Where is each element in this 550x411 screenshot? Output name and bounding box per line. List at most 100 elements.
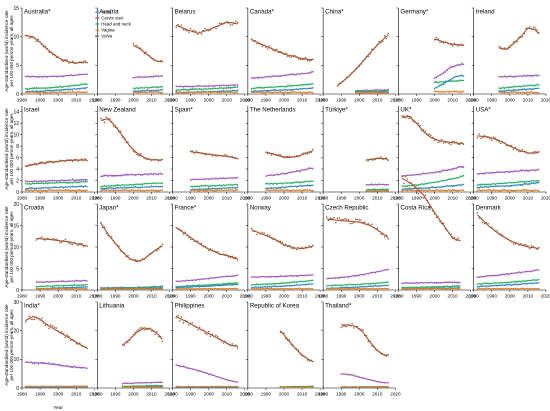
data-point [77, 90, 79, 93]
data-point [500, 282, 502, 284]
data-point [161, 75, 164, 77]
data-point [433, 286, 436, 288]
data-point [259, 233, 262, 235]
data-point [413, 187, 416, 189]
x-tick-label: 1980 [469, 98, 480, 103]
data-point [308, 185, 311, 187]
data-point [453, 285, 456, 287]
data-point [127, 255, 129, 257]
data-point [51, 53, 54, 56]
data-point [254, 284, 256, 286]
data-point [66, 74, 68, 77]
data-point [180, 280, 183, 282]
data-point [433, 282, 436, 284]
x-tick-label: 2000 [53, 294, 64, 299]
data-point [437, 286, 439, 289]
data-point [413, 184, 416, 186]
data-point [141, 91, 144, 93]
data-point [295, 170, 298, 172]
data-point [77, 284, 79, 287]
data-point [189, 189, 192, 192]
data-point [489, 138, 491, 140]
data-point [421, 288, 423, 290]
data-point [288, 88, 291, 91]
data-point [161, 243, 164, 246]
data-point [303, 181, 305, 183]
data-point [156, 60, 158, 62]
data-point [450, 43, 452, 46]
data-point [39, 288, 41, 290]
data-point [412, 287, 414, 290]
data-point [80, 287, 83, 290]
data-point [179, 320, 181, 322]
data-point [66, 189, 68, 191]
data-point [229, 385, 232, 387]
y-axis-title-line: per 100 000 person-years, all ages [9, 113, 14, 185]
data-point [376, 227, 379, 230]
data-point [138, 187, 140, 189]
data-point [444, 141, 447, 143]
data-point [489, 285, 491, 288]
data-point [345, 325, 348, 328]
data-point [297, 73, 300, 75]
data-point [401, 115, 403, 117]
data-point [521, 189, 524, 191]
data-point [220, 22, 223, 24]
data-point [283, 275, 285, 278]
data-point [365, 183, 368, 186]
data-point [496, 185, 498, 187]
data-point [254, 286, 256, 288]
data-point [130, 382, 133, 385]
data-point [130, 147, 133, 149]
data-point [301, 355, 303, 357]
data-point [209, 373, 212, 375]
data-point [351, 283, 353, 286]
data-point [369, 91, 371, 94]
data-point [30, 361, 32, 363]
data-point [64, 75, 67, 77]
data-point [277, 174, 280, 176]
data-point [107, 185, 109, 187]
data-point [256, 91, 258, 93]
data-point [303, 288, 305, 290]
data-point [197, 385, 199, 388]
data-point [150, 189, 153, 191]
data-point [306, 167, 309, 170]
data-point [274, 188, 276, 191]
data-point [281, 89, 283, 92]
data-point [498, 185, 500, 188]
x-tick-label: 2020 [240, 392, 251, 397]
data-point [233, 22, 235, 25]
data-point [198, 185, 201, 188]
data-point [109, 118, 111, 120]
data-point [527, 91, 529, 93]
data-point [80, 73, 83, 76]
data-point [342, 385, 344, 388]
data-point [516, 92, 518, 94]
data-point [30, 90, 32, 93]
data-point [299, 353, 302, 355]
data-point [530, 282, 533, 284]
data-point [340, 288, 342, 290]
data-point [57, 288, 59, 290]
data-point [312, 184, 314, 186]
x-tick-label: 2010 [372, 98, 383, 103]
data-point [226, 284, 228, 286]
data-point [387, 238, 389, 240]
data-point [288, 55, 291, 58]
data-point [500, 171, 502, 173]
data-point [501, 171, 504, 173]
data-point [457, 284, 459, 287]
data-point [372, 385, 375, 388]
data-point [295, 348, 298, 350]
data-point [191, 238, 194, 240]
data-point [312, 283, 314, 285]
x-tick-label: 2000 [354, 196, 365, 201]
data-point [79, 280, 81, 282]
data-point [421, 188, 423, 190]
data-point [270, 182, 273, 185]
data-point [294, 275, 296, 277]
data-point [270, 276, 273, 278]
data-point [80, 91, 83, 94]
data-point [197, 278, 199, 281]
